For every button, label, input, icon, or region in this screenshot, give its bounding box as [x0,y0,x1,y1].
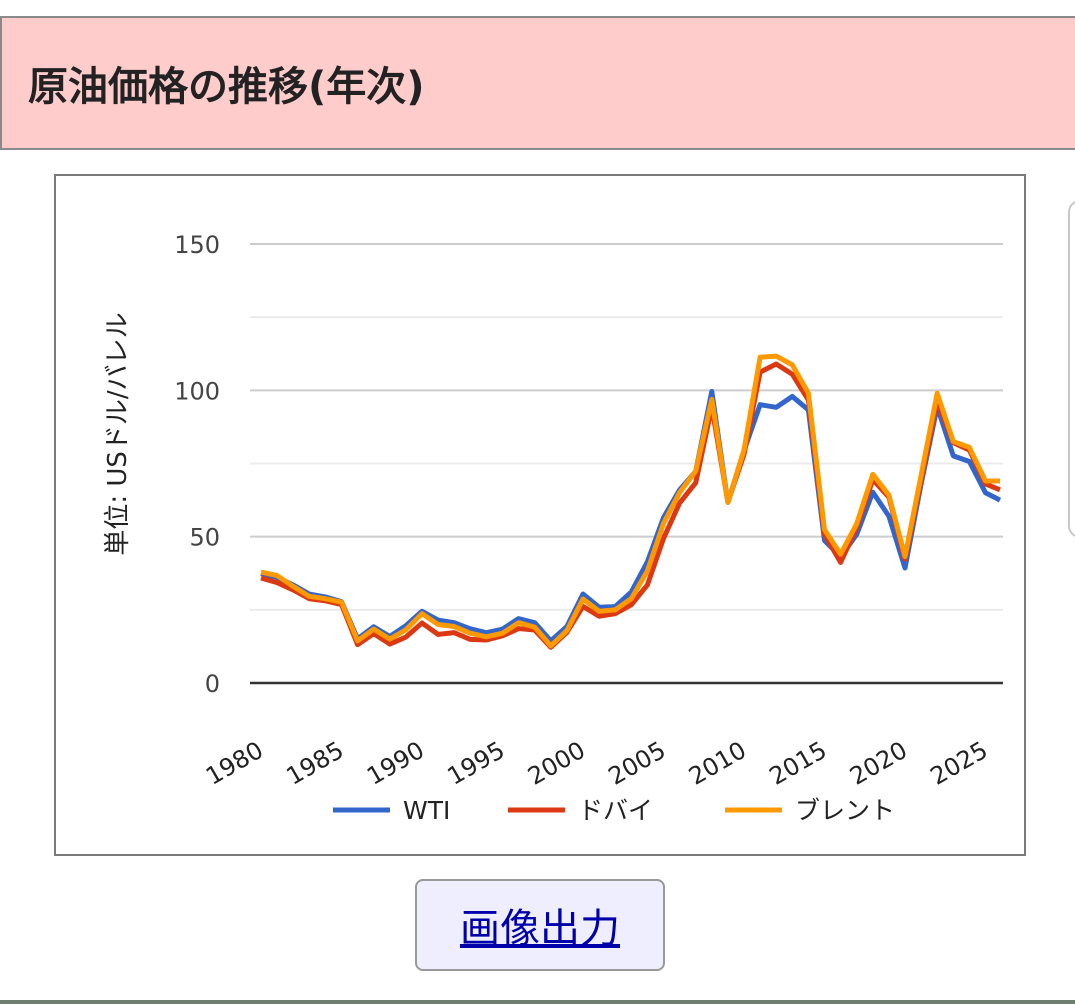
y-tick-label: 0 [205,670,220,698]
side-panel [1068,200,1075,538]
x-tick-label: 1980 [201,736,268,791]
chart-container: 0 50 100 150 単位: USドル/バレル 1980 1985 1990 1995 200… [54,174,1026,856]
series-line-2 [260,353,1000,649]
x-tick-label: 2000 [523,736,590,791]
bottom-divider [0,1000,1075,1004]
export-image-button[interactable]: 画像出力 [415,879,665,971]
page-title-bar: 原油価格の推移(年次) [0,16,1075,150]
x-tick-label: 1990 [362,736,429,791]
legend-label: WTI [403,796,450,825]
y-tick-label: 50 [189,524,220,552]
x-tick-label: 2025 [926,736,993,791]
x-tick-label: 2015 [765,736,832,791]
series-line-1 [260,361,1001,650]
y-tick-label: 150 [174,231,220,259]
x-tick-label: 2005 [604,736,671,791]
export-image-link[interactable]: 画像出力 [460,906,620,952]
x-tick-label: 1995 [443,736,510,791]
x-tick-label: 2010 [684,736,751,791]
page-title: 原油価格の推移(年次) [28,64,425,110]
legend-label: ブレント [795,796,895,825]
x-tick-label: 1985 [282,736,349,791]
legend-label: ドバイ [578,796,653,825]
y-axis-label: 単位: USドル/バレル [103,312,133,555]
y-tick-label: 100 [174,377,220,405]
x-tick-label: 2020 [845,736,912,791]
